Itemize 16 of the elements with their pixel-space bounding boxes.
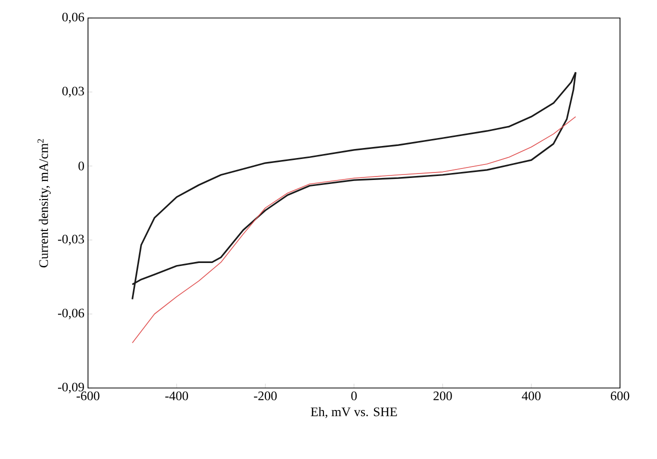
x-tick-label: -600 xyxy=(76,392,100,400)
y-tick-label: -0,06 xyxy=(58,308,84,320)
line-series xyxy=(132,116,576,344)
x-tick-label: 0 xyxy=(351,392,357,400)
x-tick-label: 400 xyxy=(522,392,541,400)
x-tick-label: -400 xyxy=(165,392,188,400)
x-tick-label: 600 xyxy=(610,392,630,400)
x-axis-title: Eh, mV vs. SHE xyxy=(310,407,397,418)
y-tick-label: -0,03 xyxy=(58,234,84,246)
x-tick-label: -200 xyxy=(254,392,277,400)
y-tick-label: -0,09 xyxy=(58,382,84,394)
y-tick-label: 0 xyxy=(78,162,84,170)
y-tick-label: 0,06 xyxy=(62,12,84,24)
x-tick-label: 200 xyxy=(434,392,452,400)
y-axis-title: Current density, mA/cm$^{2}$ xyxy=(38,139,51,268)
y-tick-label: 0,03 xyxy=(62,86,84,98)
